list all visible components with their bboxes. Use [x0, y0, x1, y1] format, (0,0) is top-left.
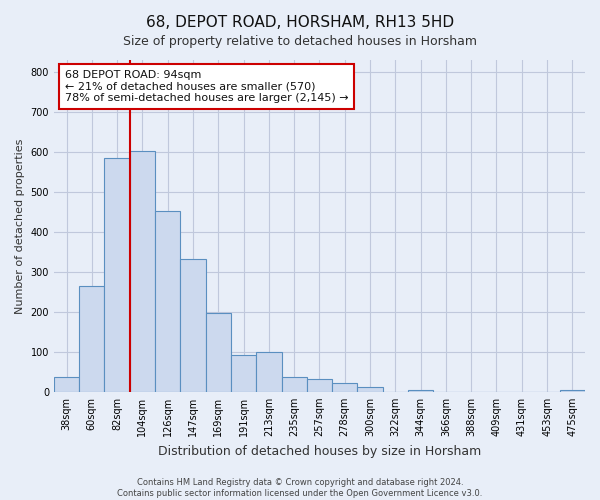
Text: 68 DEPOT ROAD: 94sqm
← 21% of detached houses are smaller (570)
78% of semi-deta: 68 DEPOT ROAD: 94sqm ← 21% of detached h… — [65, 70, 348, 103]
Bar — [408, 390, 433, 392]
Text: 68, DEPOT ROAD, HORSHAM, RH13 5HD: 68, DEPOT ROAD, HORSHAM, RH13 5HD — [146, 15, 454, 30]
Bar — [130, 151, 155, 392]
Bar — [256, 352, 281, 392]
Bar — [206, 313, 231, 392]
Bar — [181, 258, 206, 392]
Bar — [104, 158, 130, 392]
Bar — [79, 286, 104, 392]
Bar — [358, 387, 383, 392]
Bar — [155, 210, 181, 392]
Text: Size of property relative to detached houses in Horsham: Size of property relative to detached ho… — [123, 35, 477, 48]
X-axis label: Distribution of detached houses by size in Horsham: Distribution of detached houses by size … — [158, 444, 481, 458]
Bar — [54, 376, 79, 392]
Bar — [281, 376, 307, 392]
Bar — [332, 383, 358, 392]
Bar — [307, 378, 332, 392]
Bar — [231, 355, 256, 392]
Bar — [560, 390, 585, 392]
Y-axis label: Number of detached properties: Number of detached properties — [15, 138, 25, 314]
Text: Contains HM Land Registry data © Crown copyright and database right 2024.
Contai: Contains HM Land Registry data © Crown c… — [118, 478, 482, 498]
